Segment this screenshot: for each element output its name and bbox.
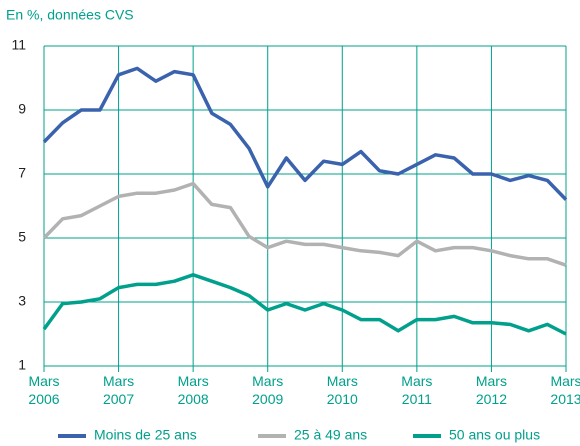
line-series bbox=[42, 66, 568, 201]
y-tick-label: 11 bbox=[11, 37, 26, 53]
chart-title: En %, données CVS bbox=[6, 7, 134, 23]
x-tick-label: Mars 2013 bbox=[550, 373, 580, 407]
y-tick-label: 5 bbox=[18, 229, 26, 245]
x-tick-label: Mars 2010 bbox=[327, 373, 358, 407]
x-tick-label: Mars 2011 bbox=[401, 373, 432, 407]
y-tick-label: 9 bbox=[18, 101, 26, 117]
legend-label: 25 à 49 ans bbox=[294, 427, 367, 443]
x-tick-label: Mars 2007 bbox=[103, 373, 134, 407]
x-tick-label: Mars 2009 bbox=[252, 373, 283, 407]
legend-label: 50 ans ou plus bbox=[449, 427, 540, 443]
x-tick-label: Mars 2008 bbox=[178, 373, 209, 407]
y-tick-label: 1 bbox=[18, 357, 26, 373]
x-tick-label: Mars 2012 bbox=[476, 373, 507, 407]
x-tick-label: Mars 2006 bbox=[28, 373, 59, 407]
line-series bbox=[42, 273, 567, 336]
line-series bbox=[42, 181, 567, 267]
legend-label: Moins de 25 ans bbox=[94, 427, 197, 443]
y-tick-label: 3 bbox=[18, 293, 26, 309]
y-tick-label: 7 bbox=[18, 165, 26, 181]
